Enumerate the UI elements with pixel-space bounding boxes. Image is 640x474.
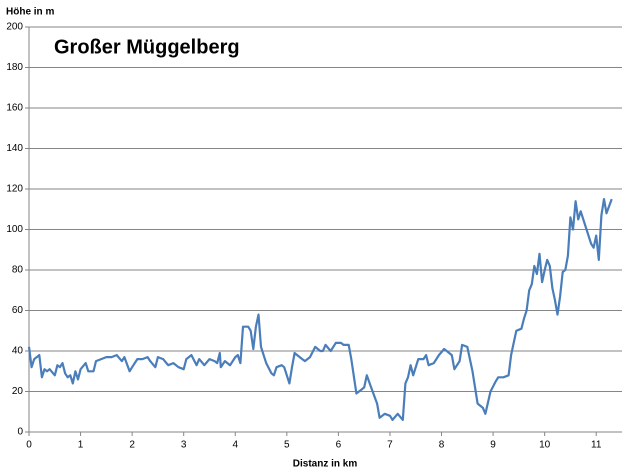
y-tick-label: 100: [6, 224, 23, 235]
x-axis-label: Distanz in km: [293, 459, 358, 470]
elevation-line: [27, 198, 613, 421]
x-tick-label: 11: [591, 440, 602, 451]
y-tick-label: 60: [12, 305, 24, 316]
x-tick-label: 1: [78, 440, 84, 451]
y-tick-label: 200: [6, 22, 23, 33]
x-tick-label: 3: [181, 440, 187, 451]
y-tick-label: 140: [6, 143, 23, 154]
x-tick-label: 7: [387, 440, 393, 451]
y-tick-label: 20: [12, 386, 24, 397]
y-tick-label: 80: [12, 265, 24, 276]
x-tick-label: 4: [232, 440, 238, 451]
y-tick-label: 180: [6, 62, 23, 73]
y-tick-label: 120: [6, 184, 23, 195]
x-tick-label: 9: [490, 440, 496, 451]
x-tick-label: 6: [336, 440, 342, 451]
x-tick-label: 5: [284, 440, 290, 451]
chart-title: Großer Müggelberg: [54, 36, 240, 58]
x-tick-label: 8: [439, 440, 445, 451]
x-tick-label: 0: [26, 440, 32, 451]
y-tick-label: 40: [12, 346, 24, 357]
y-tick-label: 160: [6, 103, 23, 114]
y-tick-label: 0: [17, 427, 23, 438]
y-axis-label: Höhe in m: [6, 7, 54, 18]
x-tick-label: 10: [539, 440, 551, 451]
x-tick-label: 2: [129, 440, 135, 451]
